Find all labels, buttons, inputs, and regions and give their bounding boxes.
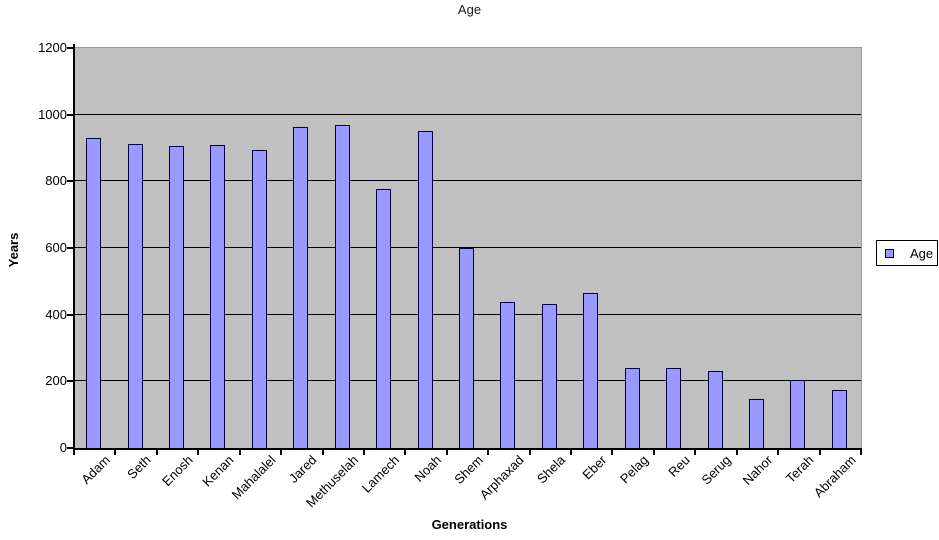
x-tick-10 [487,450,490,455]
x-label-mahalalel: Mahalalel [228,452,279,503]
x-label-reu: Reu [665,452,693,480]
y-tick-0 [67,447,74,449]
x-tick-16 [735,450,738,455]
x-tick-7 [362,450,365,455]
x-label-noah: Noah [411,452,444,485]
x-label-lamech: Lamech [359,452,403,496]
x-label-jared: Jared [286,452,320,486]
bar-mahalalel [251,149,267,448]
legend-label: Age [910,245,934,261]
x-label-shela: Shela [534,452,569,487]
bar-enosh [169,146,185,448]
x-tick-2 [155,450,158,455]
bar-jared [293,127,309,448]
y-tick-label-1000: 1000 [38,106,67,122]
y-tick-label-400: 400 [45,306,67,322]
x-label-seth: Seth [124,452,155,482]
bar-methuselah [334,125,350,448]
bar-nahor [748,398,764,448]
bar-kenan [210,144,226,448]
bar-pelag [624,368,640,448]
legend-marker-icon [885,248,894,258]
y-axis-line [73,44,75,450]
bar-lamech [376,189,392,448]
bar-reu [666,368,682,448]
gridline-600 [74,247,861,248]
y-tick-1000 [67,113,74,116]
x-axis-title: Generations [431,517,508,532]
x-tick-18 [818,450,821,455]
x-label-abraham: Abraham [810,452,859,501]
x-tick-1 [114,450,117,455]
x-label-arphaxad: Arphaxad [476,452,527,503]
y-tick-800 [67,180,74,183]
gridline-1000 [74,113,861,115]
y-tick-label-600: 600 [45,240,67,255]
x-label-pelag: Pelag [616,452,652,487]
y-tick-label-800: 800 [45,173,67,189]
x-tick-8 [404,450,407,455]
x-tick-0 [73,450,75,455]
x-tick-12 [570,450,573,455]
bar-eber [583,293,599,448]
bar-terah [790,379,806,448]
y-tick-label-1200: 1200 [38,40,67,55]
x-tick-6 [321,450,324,455]
bar-shem [459,248,474,448]
y-tick-400 [67,313,74,316]
x-label-terah: Terah [783,452,817,486]
bar-adam [86,138,102,448]
bar-noah [417,131,433,448]
x-tick-15 [694,450,697,455]
x-tick-17 [777,450,780,455]
bar-seth [127,144,143,448]
chart-title: Age [457,2,482,17]
x-tick-9 [445,450,448,455]
y-tick-200 [67,380,74,383]
x-tick-3 [197,450,200,455]
x-tick-14 [652,450,655,455]
x-label-nahor: Nahor [739,452,776,488]
x-tick-5 [280,450,283,455]
bar-arphaxad [500,302,516,448]
gridline-800 [74,180,861,182]
y-tick-600 [67,247,74,249]
bar-abraham [831,389,847,448]
x-label-shem: Shem [450,452,486,487]
y-tick-label-0: 0 [59,440,67,455]
legend: Age [876,240,938,266]
plot-area [74,48,861,448]
y-tick-label-200: 200 [45,373,67,389]
x-tick-11 [528,450,531,455]
x-label-serug: Serug [698,452,734,488]
x-label-eber: Eber [579,452,610,483]
bar-serug [707,371,723,448]
x-label-adam: Adam [77,452,113,487]
x-label-enosh: Enosh [158,452,196,489]
x-axis-line [73,448,862,450]
y-tick-1200 [67,47,74,49]
x-label-kenan: Kenan [199,452,237,490]
x-tick-19 [860,450,862,455]
x-tick-13 [611,450,614,455]
x-tick-4 [238,450,241,455]
bar-shela [541,303,557,448]
